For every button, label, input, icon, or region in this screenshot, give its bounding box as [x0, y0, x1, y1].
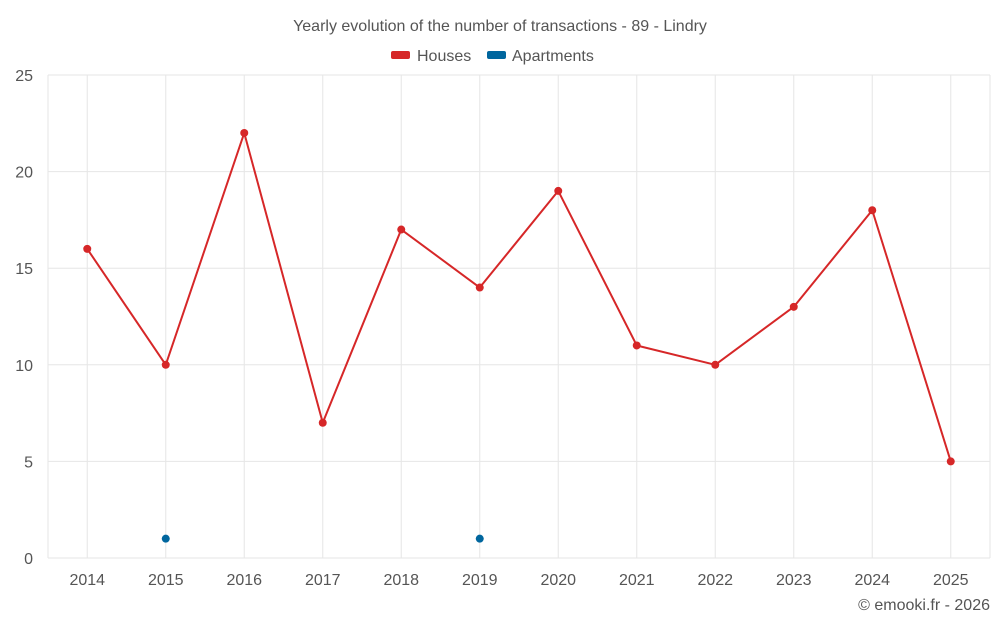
x-tick-label: 2025 — [933, 572, 969, 589]
legend-swatch-houses — [391, 51, 410, 59]
series-apartments — [161, 534, 484, 543]
x-tick-label: 2017 — [305, 572, 341, 589]
legend-item-apartments[interactable]: Apartments — [487, 48, 594, 65]
data-point-houses-2019[interactable] — [475, 283, 484, 292]
x-tick-label: 2014 — [69, 572, 105, 589]
data-point-houses-2018[interactable] — [397, 225, 406, 234]
data-point-houses-2016[interactable] — [240, 128, 249, 137]
data-point-houses-2017[interactable] — [318, 418, 327, 427]
series-line-houses — [86, 131, 952, 462]
y-tick-label: 25 — [15, 68, 33, 85]
series-houses — [83, 128, 955, 466]
data-point-houses-2014[interactable] — [83, 244, 92, 253]
legend-swatch-apartments — [487, 51, 506, 59]
data-point-houses-2023[interactable] — [789, 302, 798, 311]
y-tick-label: 15 — [15, 261, 33, 278]
data-point-apartments-2019[interactable] — [475, 534, 484, 543]
x-tick-label: 2023 — [776, 572, 812, 589]
y-tick-label: 0 — [24, 551, 33, 568]
data-point-houses-2025[interactable] — [946, 457, 955, 466]
x-tick-label: 2020 — [540, 572, 576, 589]
x-tick-label: 2022 — [697, 572, 733, 589]
series — [83, 128, 955, 543]
y-tick-label: 20 — [15, 165, 33, 182]
legend-label-houses: Houses — [417, 48, 471, 65]
x-tick-label: 2015 — [148, 572, 184, 589]
data-point-houses-2022[interactable] — [711, 360, 720, 369]
x-tick-label: 2016 — [226, 572, 262, 589]
data-point-houses-2024[interactable] — [868, 206, 877, 215]
data-point-houses-2021[interactable] — [632, 341, 641, 350]
legend: Houses Apartments — [391, 48, 594, 65]
y-tick-label: 5 — [24, 454, 33, 471]
y-axis-labels: 0 5 10 15 20 25 — [15, 68, 33, 568]
legend-item-houses[interactable]: Houses — [391, 48, 471, 65]
x-tick-label: 2021 — [619, 572, 655, 589]
x-tick-label: 2019 — [462, 572, 498, 589]
data-point-houses-2015[interactable] — [161, 360, 170, 369]
y-tick-label: 10 — [15, 358, 33, 375]
legend-label-apartments: Apartments — [512, 48, 594, 65]
data-point-houses-2020[interactable] — [554, 186, 563, 195]
grid — [47, 74, 991, 559]
x-tick-label: 2018 — [383, 572, 419, 589]
credit-text: © emooki.fr - 2026 — [858, 597, 990, 614]
data-point-apartments-2015[interactable] — [161, 534, 170, 543]
chart-title: Yearly evolution of the number of transa… — [293, 18, 707, 35]
x-tick-label: 2024 — [854, 572, 890, 589]
x-axis-labels: 2014 2015 2016 2017 2018 2019 2020 2021 2022 2023… — [69, 572, 968, 589]
